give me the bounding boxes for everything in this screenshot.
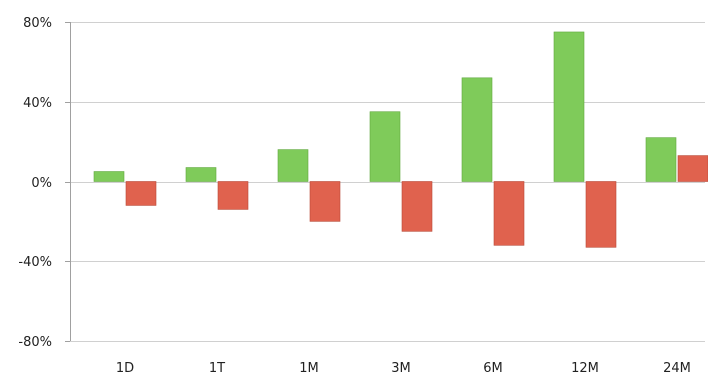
bar-1M-series-2	[309, 181, 341, 222]
bar-1M-series-1	[277, 149, 309, 182]
x-tick-label: 3M	[391, 361, 411, 376]
x-tick-labels: 1D 1T 1M 3M 6M 12M 24M	[116, 361, 691, 376]
bar-6M-series-2	[493, 181, 525, 246]
bar-1D-series-1	[93, 171, 125, 182]
x-tick-label: 24M	[663, 361, 691, 376]
x-tick-label: 1M	[299, 361, 319, 376]
bar-1T-series-1	[185, 167, 217, 182]
bars	[93, 31, 708, 248]
y-tick-label: -80%	[18, 335, 52, 350]
y-tick-label: 40%	[23, 96, 52, 111]
bar-24M-series-1	[645, 137, 677, 182]
y-tick-labels: -80% -40% 0% 40% 80%	[18, 16, 52, 350]
y-tick-label: 0%	[31, 176, 52, 191]
y-tick-label: 80%	[23, 16, 52, 31]
bar-1T-series-2	[217, 181, 249, 210]
x-tick-label: 1T	[209, 361, 225, 376]
bar-12M-series-1	[553, 31, 585, 182]
bar-3M-series-1	[369, 111, 401, 182]
x-tick-label: 1D	[116, 361, 134, 376]
bar-3M-series-2	[401, 181, 433, 232]
bar-12M-series-2	[585, 181, 617, 248]
gridlines	[70, 22, 705, 342]
bar-1D-series-2	[125, 181, 157, 206]
bar-24M-series-2	[677, 155, 708, 182]
x-tick-label: 12M	[571, 361, 599, 376]
x-tick-label: 6M	[483, 361, 503, 376]
bar-6M-series-1	[461, 77, 493, 182]
y-tick-label: -40%	[18, 255, 52, 270]
axes	[65, 22, 71, 342]
